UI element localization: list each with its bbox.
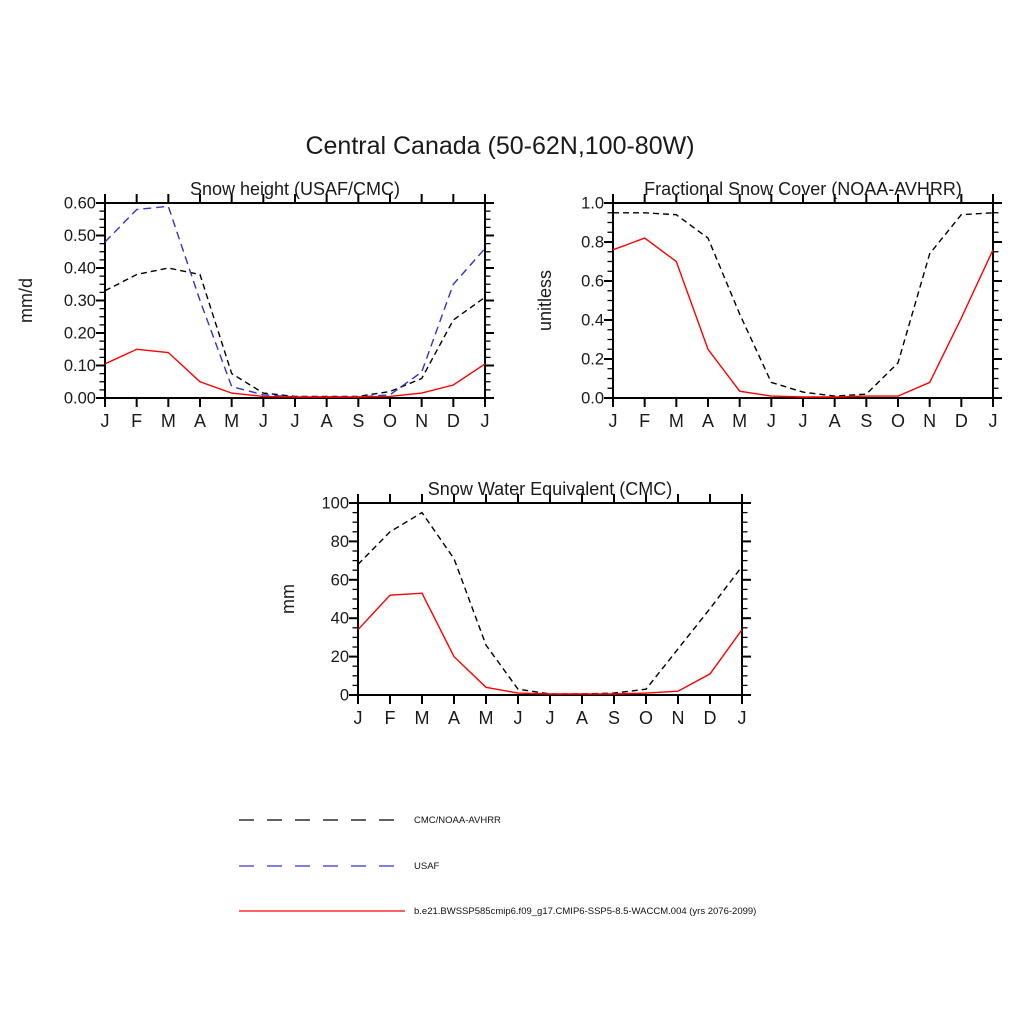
x-tick-label: J [799, 411, 808, 431]
y-tick-label: 0.0 [581, 390, 604, 408]
x-tick-label: S [608, 708, 620, 728]
x-tick-label: J [989, 411, 998, 431]
x-tick-label: M [161, 411, 176, 431]
y-tick-label: 0.8 [581, 234, 604, 252]
axes-frame [104, 202, 486, 399]
x-tick-label: N [923, 411, 936, 431]
x-tick-label: F [131, 411, 142, 431]
legend-item-usaf: USAF [238, 860, 439, 872]
y-axis-label: unitless [535, 270, 555, 331]
x-tick-label: J [738, 708, 747, 728]
page-title: Central Canada (50-62N,100-80W) [305, 132, 695, 160]
y-tick-label: 100 [321, 495, 349, 513]
x-tick-label: D [447, 411, 460, 431]
subplot-title: Fractional Snow Cover (NOAA-AVHRR) [644, 179, 962, 199]
x-tick-label: M [479, 708, 494, 728]
x-tick-label: A [321, 411, 333, 431]
x-tick-label: J [101, 411, 110, 431]
series-line-cmc-noaa-avhrr [613, 212, 994, 397]
x-tick-label: A [829, 411, 841, 431]
series-line-cmc-noaa-avhrr [357, 511, 743, 695]
y-tick-label: 0.30 [64, 292, 96, 310]
y-tick-label: 0.50 [64, 227, 96, 245]
y-axis-label: mm/d [16, 278, 36, 323]
plot-fractional-snow-cover-noaa-avhrr: J F M A M J J A S O N D J0.00.20.40.60.81.0Fractiona… [535, 179, 1002, 431]
y-tick-label: 40 [331, 610, 349, 628]
y-tick-label: 0.40 [64, 260, 96, 278]
subplot-title: Snow Water Equivalent (CMC) [428, 479, 672, 499]
y-tick-label: 20 [331, 648, 349, 666]
legend-label: b.e21.BWSSP585cmip6.f09_g17.CMIP6-SSP5-8… [414, 905, 757, 917]
x-tick-label: A [448, 708, 460, 728]
x-tick-label: A [576, 708, 588, 728]
x-tick-label: D [704, 708, 717, 728]
x-tick-label: A [702, 411, 714, 431]
series-line-usaf [104, 205, 486, 398]
y-tick-label: 0.4 [581, 312, 604, 330]
axes-frame [357, 502, 743, 696]
plot-snow-height-usaf-cmc: J F M A M J J A S O N D J0.000.100.200.300.400.500.6… [16, 179, 494, 431]
x-tick-label: J [609, 411, 618, 431]
x-tick-label: M [224, 411, 239, 431]
x-tick-label: J [767, 411, 776, 431]
x-tick-label: J [291, 411, 300, 431]
x-tick-label: M [415, 708, 430, 728]
series-line-model [357, 592, 743, 695]
series-line-cmc-noaa-avhrr [104, 267, 486, 398]
y-tick-label: 60 [331, 571, 349, 589]
x-tick-label: J [514, 708, 523, 728]
legend-line-solid-red [239, 910, 405, 912]
x-tick-label: N [672, 708, 685, 728]
y-tick-label: 0.60 [64, 195, 96, 213]
y-tick-label: 0.20 [64, 325, 96, 343]
subplot-title: Snow height (USAF/CMC) [190, 179, 400, 199]
y-tick-label: 0.2 [581, 351, 604, 369]
y-axis-label: mm [278, 584, 298, 614]
legend-item-model: b.e21.BWSSP585cmip6.f09_g17.CMIP6-SSP5-8… [238, 905, 756, 917]
x-tick-label: F [385, 708, 396, 728]
x-tick-label: M [732, 411, 747, 431]
legend-line-dashed-black [239, 819, 405, 821]
x-tick-label: S [860, 411, 872, 431]
x-tick-label: A [194, 411, 206, 431]
x-tick-label: F [639, 411, 650, 431]
y-tick-label: 80 [331, 533, 349, 551]
series-line-model [612, 237, 994, 398]
x-tick-label: J [546, 708, 555, 728]
x-tick-label: S [352, 411, 364, 431]
x-tick-label: O [639, 708, 653, 728]
y-tick-label: 0.00 [64, 390, 96, 408]
legend-label: USAF [414, 860, 440, 872]
x-tick-label: N [415, 411, 428, 431]
y-tick-label: 1.0 [581, 195, 604, 213]
legend-line-dashed-blue [239, 865, 405, 867]
y-tick-label: 0 [340, 687, 349, 705]
legend-label: CMC/NOAA-AVHRR [414, 814, 501, 826]
x-tick-label: O [383, 411, 397, 431]
legend-item-cmc-noaa-avhrr: CMC/NOAA-AVHRR [238, 814, 501, 826]
y-tick-label: 0.6 [581, 273, 604, 291]
x-tick-label: D [955, 411, 968, 431]
x-tick-label: O [891, 411, 905, 431]
x-tick-label: J [354, 708, 363, 728]
x-tick-label: J [481, 411, 490, 431]
x-tick-label: M [669, 411, 684, 431]
series-line-model [104, 348, 486, 398]
x-tick-label: J [259, 411, 268, 431]
y-tick-label: 0.10 [64, 357, 96, 375]
